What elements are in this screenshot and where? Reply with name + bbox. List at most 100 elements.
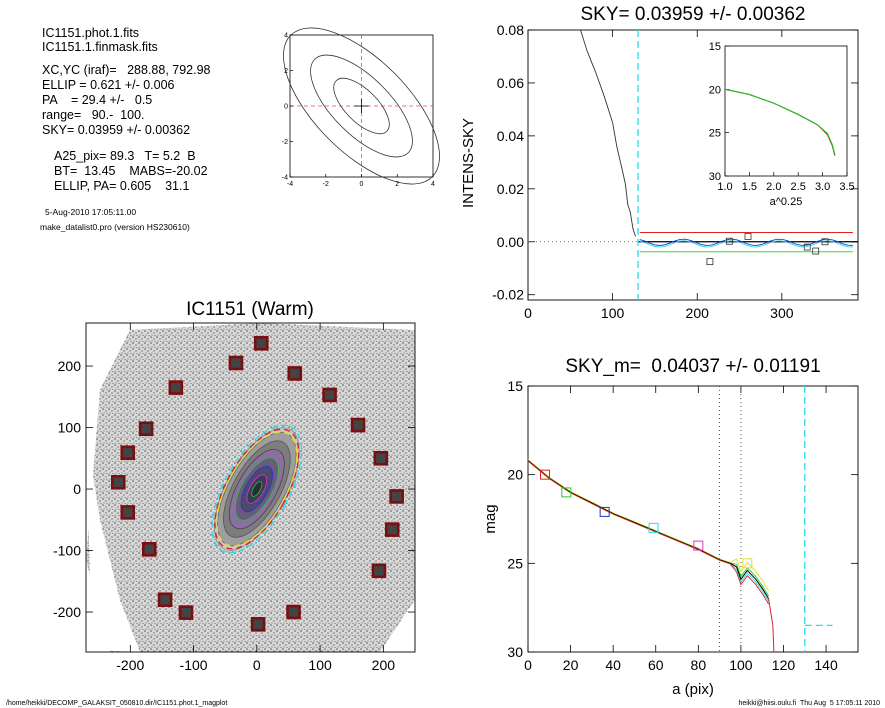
sky-profile-ytick-label: -0.02 — [492, 287, 524, 303]
contour-mini-axes: -4 -2 0 2 4 4 2 0 -2 -4 — [282, 33, 435, 189]
sky-box — [120, 505, 136, 520]
sky-profile-xtick-label: 100 — [601, 305, 625, 321]
sb-marks — [527, 386, 833, 653]
sb-profile-line — [527, 460, 769, 602]
inset-xtick-label: 3.5 — [839, 181, 854, 193]
sb-xtick-label: 20 — [563, 657, 579, 673]
fit-ellipse — [216, 431, 298, 547]
sb-ytick-label: 25 — [507, 555, 523, 571]
sky-box — [168, 380, 184, 395]
inset-xtick-label: 1.0 — [717, 181, 732, 193]
sky-trace — [639, 240, 853, 248]
sky-box — [120, 445, 136, 461]
sky-box — [157, 592, 173, 608]
galaxy-isophotes — [211, 424, 303, 554]
filename-phot: IC1151.phot.1.fits — [42, 26, 139, 40]
sky-profile-xtick-label: 0 — [524, 305, 532, 321]
sky-box — [178, 605, 194, 620]
contour-mini-ytick-label: 0 — [284, 104, 288, 111]
inset-ytick-label: 15 — [709, 41, 721, 53]
sky-box — [110, 474, 126, 490]
masked-region — [380, 600, 415, 652]
sky-profile-marks — [528, 29, 858, 300]
param-bt: BT= 13.45 MABS=-20.02 — [54, 164, 208, 178]
galaxy-xtick-label: -200 — [116, 657, 144, 673]
sky-profile-ytick-label: 0.04 — [497, 128, 524, 144]
footer-path: /home/heikki/DECOMP_GALAKSIT_050810.dir/… — [6, 700, 227, 707]
sky-box — [322, 387, 337, 403]
sky-point-marker — [706, 258, 714, 266]
param-a25: A25_pix= 89.3 T= 5.2 B — [54, 149, 196, 163]
masked-region — [86, 430, 140, 652]
surface-brightness-plot: SKY_m= 0.04037 +/- 0.01191 mag a (pix) 0… — [482, 356, 859, 698]
sb-xtick-label: 80 — [691, 657, 707, 673]
contour-middle — [310, 54, 413, 158]
inset-profile-line — [724, 88, 836, 155]
sky-box — [371, 563, 387, 579]
galaxy-xtick-label: -100 — [180, 657, 208, 673]
sb-marker — [742, 558, 753, 569]
sky-trace — [639, 238, 853, 246]
sky-box — [287, 366, 303, 381]
contour-mini-plot: -4 -2 0 2 4 4 2 0 -2 -4 — [282, 27, 440, 189]
contour-mini-xtick-label: -4 — [287, 181, 293, 188]
inset-ytick-label: 25 — [709, 128, 721, 140]
galaxy-xtick-label: 100 — [308, 657, 332, 673]
galaxy-plot-frame — [85, 322, 416, 653]
contour-mini-xtick-label: 2 — [395, 181, 399, 188]
sb-xtick-label: 120 — [772, 657, 796, 673]
sky-profile-line — [580, 29, 636, 237]
program-label: make_datalist0.pro (version HS230610) — [40, 222, 190, 232]
fit-ellipse — [211, 424, 303, 554]
sky-point-marker — [812, 247, 820, 255]
param-ellip-pa: ELLIP, PA= 0.605 31.1 — [54, 179, 189, 193]
sky-box — [228, 355, 244, 371]
sky-box — [389, 489, 404, 504]
sky-profile-ylabel: INTENS-SKY — [460, 118, 477, 208]
sb-profile-line — [527, 460, 770, 600]
contour-mini-xtick-label: 0 — [360, 181, 364, 188]
sky-box — [138, 421, 154, 437]
contour-lines — [283, 27, 440, 185]
sky-profile-ytick-label: 0.06 — [497, 75, 524, 91]
sky-boxes — [110, 335, 404, 632]
sky-box — [250, 617, 266, 632]
sky-profile-xtick-label: 200 — [686, 305, 710, 321]
sb-profile-tail — [768, 598, 775, 653]
sky-profile-ytick-label: 0.00 — [497, 234, 524, 250]
sb-xtick-label: 100 — [729, 657, 753, 673]
fit-ellipse — [214, 428, 300, 550]
contour-mini-ytick-label: -4 — [282, 175, 288, 182]
inset-axes: 1.0 1.5 2.0 2.5 3.0 3.5 15 20 25 30 — [709, 41, 855, 193]
sky-box — [350, 417, 366, 433]
param-range: range= 90.- 100. — [42, 108, 145, 122]
sky-profile-axes: 0 100 200 300 0.08 0.06 0.04 0.02 0.00 -0.02 — [492, 22, 858, 321]
contour-mini-xtick-label: -2 — [323, 181, 329, 188]
galaxy-ytick-label: 0 — [73, 481, 81, 497]
contour-mini-ytick-label: 4 — [284, 33, 288, 40]
sb-marker — [540, 469, 551, 480]
galaxy-plot-title: IC1151 (Warm) — [186, 299, 314, 320]
param-pa: PA = 29.4 +/- 0.5 — [42, 93, 152, 107]
contour-inner — [333, 77, 390, 135]
sky-box — [253, 335, 269, 351]
sb-marker — [648, 522, 659, 533]
sky-point-marker — [803, 243, 811, 251]
sky-profile-inset: a^0.25 1.0 1.5 2.0 2.5 3.0 3.5 15 20 25 30 — [709, 41, 855, 208]
footer-user-date: heikki@hiisi.oulu.fi Thu Aug 5 17:05:11 … — [739, 700, 881, 707]
galaxy-ytick-label: -100 — [53, 543, 81, 559]
info-block: IC1151.phot.1.fits IC1151.1.finmask.fits… — [40, 26, 211, 232]
sky-profile-xtick-label: 300 — [770, 305, 794, 321]
sb-marker — [693, 540, 704, 551]
contour-mini-ytick-label: 2 — [284, 68, 288, 75]
sb-ylabel: mag — [482, 504, 499, 533]
inset-xtick-label: 2.5 — [791, 181, 806, 193]
contour-mini-ytick-label: -2 — [282, 139, 288, 146]
contour-mini-xtick-label: 4 — [431, 181, 435, 188]
sb-profile-line — [527, 460, 769, 605]
sky-point-marker — [821, 238, 829, 246]
param-ellip: ELLIP = 0.621 +/- 0.006 — [42, 78, 175, 92]
sb-ytick-label: 30 — [507, 644, 523, 660]
sky-profile-ytick-label: 0.08 — [497, 22, 524, 38]
sb-ytick-label: 15 — [507, 378, 523, 394]
